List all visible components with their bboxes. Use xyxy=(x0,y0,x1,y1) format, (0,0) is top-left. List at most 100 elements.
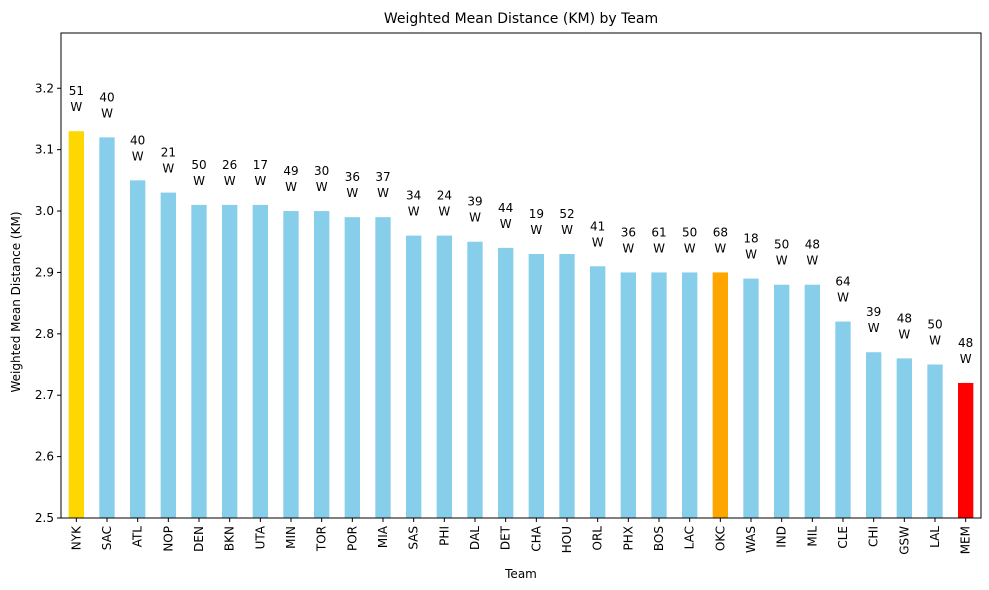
bar-gsw xyxy=(896,358,912,518)
x-tick-label: TOR xyxy=(315,526,329,552)
x-tick-label: SAS xyxy=(407,526,421,550)
bar-annotation-wins: 50 xyxy=(927,318,942,332)
bar-annotation-wins: 19 xyxy=(529,207,544,221)
bar-annotation-wins: 36 xyxy=(345,170,360,184)
bar-phi xyxy=(436,235,452,518)
x-tick-label: LAC xyxy=(683,526,697,549)
y-tick-label: 2.9 xyxy=(35,265,54,279)
bar-annotation-unit: W xyxy=(776,254,788,268)
y-tick-label: 2.5 xyxy=(35,511,54,525)
bar-annotation-wins: 34 xyxy=(406,189,421,203)
x-tick-label: LAL xyxy=(928,526,942,548)
bar-hou xyxy=(559,254,575,518)
bar-uta xyxy=(252,204,268,518)
bar-annotation-wins: 50 xyxy=(682,225,697,239)
bar-annotation-wins: 48 xyxy=(805,238,820,252)
x-tick-label: MIA xyxy=(376,525,390,548)
bar-was xyxy=(743,278,759,518)
bar-den xyxy=(191,204,207,518)
bar-mil xyxy=(804,284,820,518)
bar-annotation-unit: W xyxy=(408,205,420,219)
bar-dal xyxy=(467,241,483,518)
bar-annotation-wins: 18 xyxy=(743,232,758,246)
bar-annotation-unit: W xyxy=(500,217,512,231)
bar-annotation-unit: W xyxy=(530,223,542,237)
bar-det xyxy=(498,247,514,518)
x-tick-label: CHA xyxy=(529,525,543,551)
bar-annotation-unit: W xyxy=(377,186,389,200)
bar-annotation-unit: W xyxy=(254,174,266,188)
bar-nyk xyxy=(68,131,84,518)
bar-annotation-unit: W xyxy=(806,254,818,268)
x-tick-label: BKN xyxy=(223,526,237,551)
bar-annotation-wins: 50 xyxy=(191,158,206,172)
bar-annotation-unit: W xyxy=(653,241,665,255)
bar-sac xyxy=(99,137,115,518)
chart-title: Weighted Mean Distance (KM) by Team xyxy=(384,11,658,27)
bar-annotation-wins: 49 xyxy=(283,164,298,178)
bar-annotation-wins: 44 xyxy=(498,201,513,215)
bar-annotation-unit: W xyxy=(929,334,941,348)
bar-cha xyxy=(528,254,544,518)
bar-annotation-unit: W xyxy=(438,205,450,219)
bar-annotation-wins: 30 xyxy=(314,164,329,178)
x-tick-label: DEN xyxy=(192,526,206,552)
x-tick-label: PHI xyxy=(437,526,451,546)
bar-annotation-wins: 64 xyxy=(835,275,850,289)
y-tick-label: 3.1 xyxy=(35,143,54,157)
bar-tor xyxy=(314,211,330,519)
bar-atl xyxy=(130,180,146,518)
bar-annotation-unit: W xyxy=(101,106,113,120)
bar-sas xyxy=(406,235,422,518)
x-tick-label: CHI xyxy=(867,526,881,547)
x-tick-label: WAS xyxy=(744,526,758,553)
x-tick-label: ORL xyxy=(591,526,605,551)
bar-annotation-unit: W xyxy=(224,174,236,188)
x-tick-label: MIL xyxy=(805,526,819,547)
y-tick-label: 3.2 xyxy=(35,81,54,95)
bar-lal xyxy=(927,364,943,518)
bar-lac xyxy=(682,272,698,518)
x-tick-label: OKC xyxy=(713,526,727,551)
bar-annotation-wins: 48 xyxy=(958,336,973,350)
bar-annotation-wins: 41 xyxy=(590,219,605,233)
bar-nop xyxy=(160,192,176,519)
x-tick-label: GSW xyxy=(897,526,911,555)
bar-annotation-wins: 40 xyxy=(130,133,145,147)
bar-okc xyxy=(712,272,728,518)
bar-annotation-wins: 40 xyxy=(99,90,114,104)
x-axis-label: Team xyxy=(504,567,537,581)
x-tick-label: MEM xyxy=(959,526,973,554)
bar-annotation-wins: 48 xyxy=(897,311,912,325)
bar-orl xyxy=(590,266,606,518)
bar-annotation-unit: W xyxy=(592,235,604,249)
bar-annotation-wins: 37 xyxy=(375,170,390,184)
plot-frame xyxy=(60,32,982,519)
bar-annotation-unit: W xyxy=(316,180,328,194)
bar-chi xyxy=(866,352,882,518)
bar-annotation-unit: W xyxy=(714,241,726,255)
bar-phx xyxy=(620,272,636,518)
bar-annotation-unit: W xyxy=(745,248,757,262)
bar-annotation-unit: W xyxy=(898,327,910,341)
plot-area: 51 W 40 W 40 W 21 W 50 W 26 W 17 W 49 W 30 W 36 W 37 W 34 W 24 W 3… xyxy=(68,84,974,519)
bar-annotation-wins: 39 xyxy=(467,195,482,209)
bar-annotation-wins: 51 xyxy=(69,84,84,98)
bar-annotation-unit: W xyxy=(285,180,297,194)
x-tick-label: ATL xyxy=(131,526,145,548)
bar-annotation-wins: 50 xyxy=(774,238,789,252)
x-tick-label: NYK xyxy=(69,525,83,550)
x-tick-label: NOP xyxy=(161,526,175,552)
x-tick-label: MIN xyxy=(284,526,298,549)
bar-annotation-unit: W xyxy=(960,352,972,366)
bar-ind xyxy=(774,284,790,518)
bar-annotation-unit: W xyxy=(346,186,358,200)
bar-annotation-unit: W xyxy=(70,100,82,114)
x-tick-label: POR xyxy=(345,526,359,551)
x-tick-label: UTA xyxy=(253,525,267,549)
bar-bkn xyxy=(222,204,238,518)
bar-annotation-wins: 68 xyxy=(713,225,728,239)
x-tick-label: BOS xyxy=(652,526,666,551)
bar-cle xyxy=(835,321,851,518)
